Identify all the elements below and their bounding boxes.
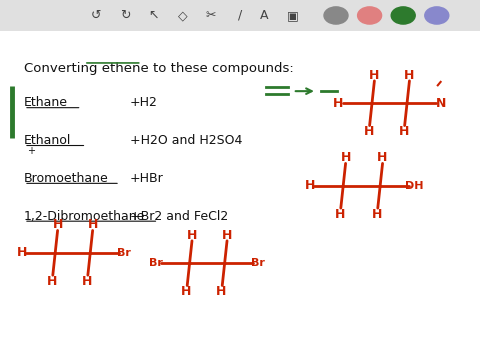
FancyBboxPatch shape <box>0 0 480 31</box>
Text: H: H <box>340 151 351 164</box>
Text: H: H <box>404 69 415 82</box>
Text: H: H <box>369 69 380 82</box>
Text: H: H <box>333 97 344 110</box>
Text: ↺: ↺ <box>91 9 101 22</box>
Text: A: A <box>260 9 268 22</box>
Text: H: H <box>181 285 192 298</box>
Text: DH: DH <box>405 181 423 191</box>
Text: H: H <box>47 275 57 288</box>
Text: Br: Br <box>149 258 163 268</box>
Text: N: N <box>435 97 446 110</box>
Text: ✂: ✂ <box>206 9 216 22</box>
Text: H: H <box>335 208 345 221</box>
Text: ↖: ↖ <box>148 9 159 22</box>
Circle shape <box>324 7 348 24</box>
Text: H: H <box>52 218 63 232</box>
Text: Bromoethane: Bromoethane <box>24 172 109 185</box>
Text: H: H <box>87 218 98 232</box>
Text: Ethane: Ethane <box>24 96 68 109</box>
Text: H: H <box>363 125 374 138</box>
Circle shape <box>391 7 415 24</box>
Text: H: H <box>216 285 227 298</box>
Text: Br: Br <box>117 248 131 258</box>
Text: H: H <box>16 246 27 259</box>
Text: /: / <box>238 9 242 22</box>
Text: H: H <box>222 229 232 242</box>
Text: Converting ethene to these compounds:: Converting ethene to these compounds: <box>24 62 294 75</box>
Text: ◇: ◇ <box>178 9 187 22</box>
Text: +HBr: +HBr <box>130 172 163 185</box>
Text: ↻: ↻ <box>120 9 130 22</box>
Text: Br: Br <box>252 258 265 268</box>
Text: +H2: +H2 <box>130 96 157 109</box>
Text: +: + <box>27 146 36 156</box>
Text: H: H <box>377 151 388 164</box>
Text: H: H <box>372 208 382 221</box>
Text: H: H <box>398 125 409 138</box>
Circle shape <box>358 7 382 24</box>
Text: ▣: ▣ <box>287 9 299 22</box>
Text: +Br2 and FeCl2: +Br2 and FeCl2 <box>130 210 228 223</box>
Text: 1,2-Dibromoethane: 1,2-Dibromoethane <box>24 210 145 223</box>
Circle shape <box>425 7 449 24</box>
Text: Ethanol: Ethanol <box>24 134 72 147</box>
Text: H: H <box>304 179 315 192</box>
Text: H: H <box>187 229 197 242</box>
Text: H: H <box>82 275 92 288</box>
Text: +H2O and H2SO4: +H2O and H2SO4 <box>130 134 242 147</box>
